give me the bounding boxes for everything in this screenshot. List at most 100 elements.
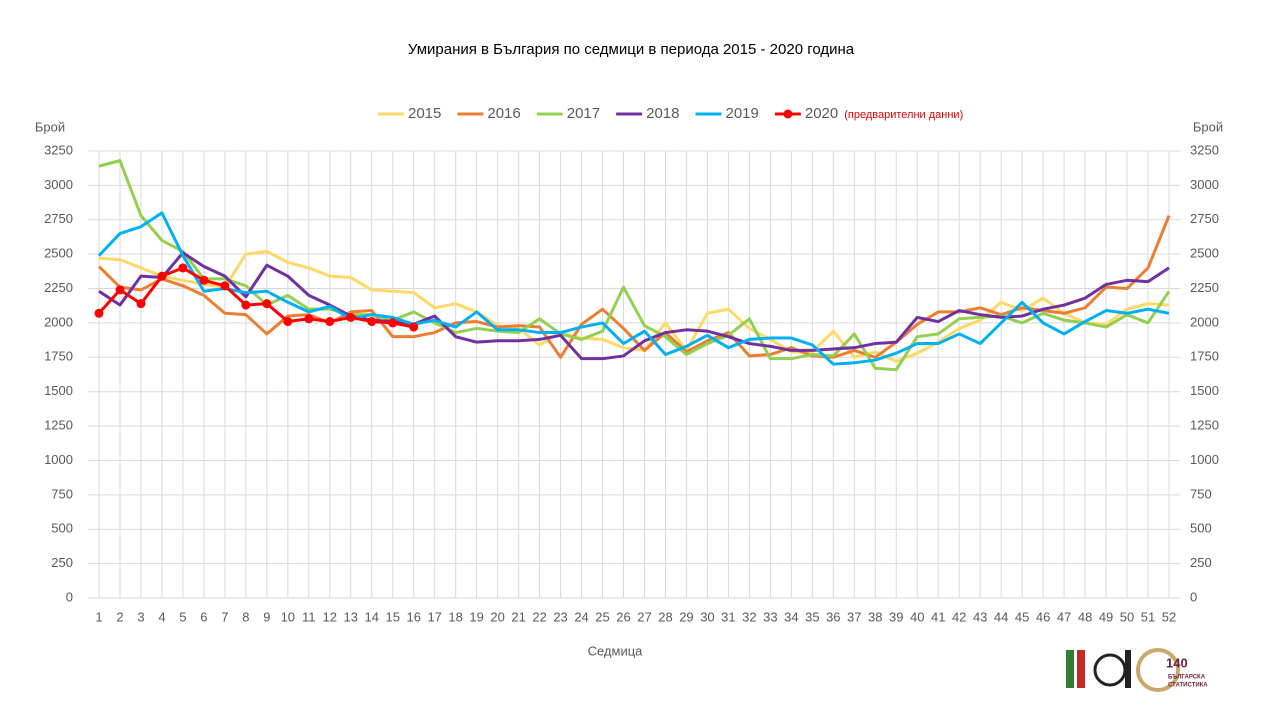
x-tick-label: 34 — [784, 609, 798, 624]
y2-tick-label: 2500 — [1190, 246, 1219, 261]
logo-text: СТАТИСТИКА — [1168, 683, 1208, 689]
series-line — [97, 266, 414, 329]
legend-label: 2015 — [408, 105, 441, 122]
x-tick-label: 42 — [952, 609, 966, 624]
legend-label: 2017 — [567, 105, 600, 122]
legend-label: 2020 — [805, 105, 838, 122]
x-tick-label: 45 — [1015, 609, 1029, 624]
y-tick-label: 750 — [51, 486, 73, 501]
chart-title: Умирания в България по седмици в периода… — [408, 41, 855, 58]
x-tick-label: 51 — [1141, 609, 1155, 624]
x-tick-label: 25 — [595, 609, 609, 624]
y2-tick-label: 1250 — [1190, 418, 1219, 433]
y2-tick-label: 0 — [1190, 589, 1197, 604]
logo-ring — [1136, 648, 1180, 692]
data-point — [136, 299, 146, 309]
x-tick-label: 18 — [448, 609, 462, 624]
x-tick-label: 33 — [763, 609, 777, 624]
logo-circle — [1093, 653, 1127, 687]
x-tick-label: 2 — [116, 609, 123, 624]
x-tick-label: 4 — [158, 609, 165, 624]
data-point — [115, 285, 125, 295]
x-tick-label: 19 — [469, 609, 483, 624]
y2-tick-label: 1750 — [1190, 349, 1219, 364]
data-point — [94, 308, 104, 318]
x-tick-label: 30 — [700, 609, 714, 624]
logo-bar — [1077, 650, 1085, 688]
y2-tick-label: 750 — [1190, 486, 1212, 501]
data-point — [367, 317, 377, 327]
data-point — [346, 312, 356, 322]
y-tick-label: 3250 — [44, 142, 73, 157]
x-tick-label: 16 — [406, 609, 420, 624]
x-tick-label: 9 — [263, 609, 270, 624]
x-tick-label: 39 — [889, 609, 903, 624]
y-tick-label: 2250 — [44, 280, 73, 295]
x-tick-label: 48 — [1078, 609, 1092, 624]
legend-label: 2016 — [487, 105, 520, 122]
x-tick-label: 3 — [137, 609, 144, 624]
y2-tick-label: 3000 — [1190, 177, 1219, 192]
y-tick-label: 0 — [66, 589, 73, 604]
legend-marker — [783, 109, 793, 119]
logo-bar — [1125, 650, 1131, 688]
x-tick-label: 17 — [427, 609, 441, 624]
x-tick-label: 40 — [910, 609, 924, 624]
x-tick-label: 28 — [658, 609, 672, 624]
logo-text: 140 — [1166, 655, 1188, 670]
x-tick-label: 44 — [994, 609, 1008, 624]
data-point — [388, 318, 398, 328]
y2-tick-label: 1000 — [1190, 452, 1219, 467]
y2-axis-label: Брой — [1193, 119, 1223, 134]
y-tick-label: 2000 — [44, 314, 73, 329]
x-tick-label: 35 — [805, 609, 819, 624]
x-tick-label: 20 — [490, 609, 504, 624]
y-tick-label: 500 — [51, 521, 73, 536]
x-tick-label: 8 — [242, 609, 249, 624]
x-tick-label: 31 — [721, 609, 735, 624]
x-axis-label: Седмица — [588, 643, 644, 658]
x-tick-label: 41 — [931, 609, 945, 624]
y2-tick-label: 2750 — [1190, 211, 1219, 226]
x-tick-label: 27 — [637, 609, 651, 624]
x-tick-label: 49 — [1099, 609, 1113, 624]
y2-tick-label: 2000 — [1190, 314, 1219, 329]
y-tick-label: 1750 — [44, 349, 73, 364]
series-line — [98, 251, 1170, 361]
y2-tick-label: 500 — [1190, 521, 1212, 536]
x-tick-label: 15 — [385, 609, 399, 624]
x-tick-label: 23 — [553, 609, 567, 624]
x-tick-label: 7 — [221, 609, 228, 624]
y-tick-label: 1500 — [44, 383, 73, 398]
data-point — [304, 314, 314, 324]
data-point — [199, 275, 209, 285]
logo-140: 140 БЪЛГАРСКА СТАТИСТИКА — [1136, 648, 1208, 692]
y-axis-label: Брой — [35, 119, 65, 134]
x-tick-label: 29 — [679, 609, 693, 624]
legend-label: 2019 — [726, 105, 759, 122]
x-tick-label: 32 — [742, 609, 756, 624]
x-tick-label: 46 — [1036, 609, 1050, 624]
data-point — [409, 322, 419, 332]
y-tick-label: 2500 — [44, 246, 73, 261]
logo-nsi — [1066, 650, 1131, 688]
y2-tick-label: 250 — [1190, 555, 1212, 570]
data-point — [283, 317, 293, 327]
x-tick-label: 6 — [200, 609, 207, 624]
data-point — [262, 299, 272, 309]
data-point — [178, 263, 188, 273]
y-tick-label: 250 — [51, 555, 73, 570]
data-point — [220, 281, 230, 291]
y2-tick-label: 3250 — [1190, 142, 1219, 157]
logo-bar — [1066, 650, 1074, 688]
x-tick-label: 47 — [1057, 609, 1071, 624]
legend-label: 2018 — [646, 105, 679, 122]
series-line — [97, 215, 1171, 359]
x-tick-label: 24 — [574, 609, 588, 624]
x-tick-label: 12 — [323, 609, 337, 624]
x-tick-label: 36 — [826, 609, 840, 624]
x-tick-label: 14 — [365, 609, 379, 624]
legend-note: (предварителни данни) — [844, 109, 963, 121]
logo-text: БЪЛГАРСКА — [1168, 675, 1206, 681]
